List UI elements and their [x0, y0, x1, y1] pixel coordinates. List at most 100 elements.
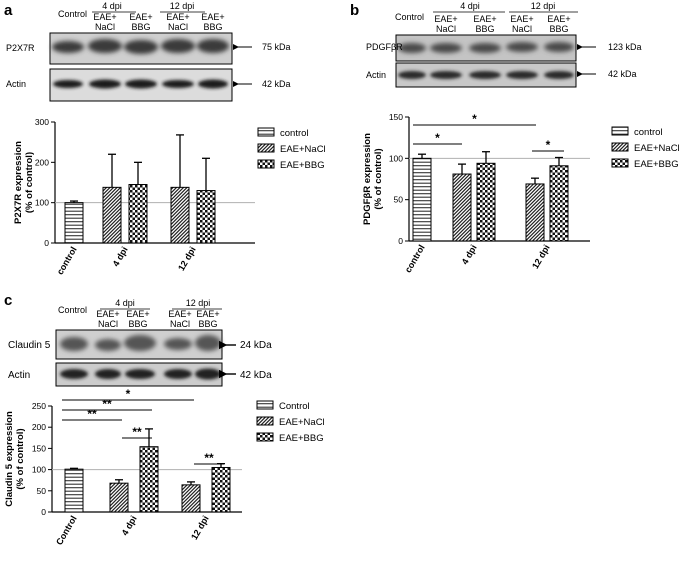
- bar-eae+nacl: [170, 186, 190, 244]
- legend-swatch: [611, 142, 629, 152]
- bar-eae+nacl: [452, 173, 472, 242]
- panel-a: a Control 4 dpi 12 dpi EAE+ NaCl EAE+ BB…: [4, 1, 291, 102]
- legend-swatch: [256, 400, 274, 410]
- group-4dpi-c: 4 dpi: [115, 298, 135, 308]
- legend-swatch: [256, 416, 274, 426]
- lane-4-line1-a: EAE+: [201, 12, 224, 22]
- bar-control: [412, 157, 432, 242]
- x-category-label: Control: [54, 514, 79, 547]
- significance-marker: *: [546, 138, 551, 152]
- y-tick-label: 150: [389, 112, 403, 122]
- blot-label-pdgfbr: PDGFβR: [366, 42, 403, 52]
- kda-actin-c: 42 kDa: [240, 370, 272, 381]
- lane-4-line1-b: EAE+: [547, 14, 570, 24]
- lane-2-line1-a: EAE+: [129, 12, 152, 22]
- x-category-label: 12 dpi: [176, 245, 198, 273]
- y-axis-label: PDGFβR expression: [362, 133, 373, 225]
- lane-3-line2-b: NaCl: [512, 24, 532, 34]
- blot-label-actin-a: Actin: [6, 79, 26, 89]
- kda-p2x7r: 75 kDa: [262, 42, 291, 52]
- group-4dpi-b: 4 dpi: [460, 1, 480, 11]
- x-category-label: 12 dpi: [189, 514, 211, 542]
- bar-eae+bbg: [128, 184, 148, 244]
- group-12dpi-a: 12 dpi: [170, 1, 195, 11]
- lane-control-b: Control: [395, 12, 424, 22]
- lane-3-line2-a: NaCl: [168, 22, 188, 32]
- blot-actin-b: [395, 62, 577, 88]
- bar-eae+bbg: [196, 190, 216, 244]
- y-tick-label: 100: [389, 153, 403, 163]
- lane-1-line1-c: EAE+: [96, 309, 119, 319]
- lane-3-line1-c: EAE+: [168, 309, 191, 319]
- legend-label: EAE+BBG: [279, 433, 324, 444]
- bar-control: [64, 202, 84, 244]
- bar-eae+bbg: [211, 466, 231, 513]
- blot-label-claudin5: Claudin 5: [8, 340, 51, 351]
- legend-label: Control: [279, 401, 310, 412]
- panel-c: c Control 4 dpi 12 dpi EAE+ NaCl EAE+ BB…: [4, 292, 272, 387]
- y-axis-label-unit: (% of control): [24, 152, 35, 213]
- lane-1-line1-a: EAE+: [93, 12, 116, 22]
- y-tick-label: 50: [37, 486, 47, 496]
- panel-b: b Control 4 dpi 12 dpi EAE+ NaCl EAE+ BB…: [350, 1, 642, 88]
- panel-letter-c: c: [4, 292, 12, 309]
- lane-4-line2-a: BBG: [203, 22, 222, 32]
- kda-actin-b: 42 kDa: [608, 69, 637, 79]
- legend-label: EAE+BBG: [280, 160, 325, 171]
- y-tick-label: 50: [394, 195, 404, 205]
- significance-marker: *: [126, 387, 131, 401]
- x-category-label: 4 dpi: [120, 514, 139, 537]
- legend-swatch: [257, 127, 275, 137]
- x-category-label: control: [403, 243, 427, 274]
- lane-1-line2-b: NaCl: [436, 24, 456, 34]
- chart-b: 0 50 100 150 PDGFβR expression (% of control)…: [362, 112, 680, 274]
- y-tick-label: 200: [35, 157, 49, 167]
- panel-letter-b: b: [350, 2, 359, 19]
- x-category-label: 4 dpi: [460, 243, 479, 266]
- significance-marker: **: [87, 407, 97, 421]
- lane-control-a: Control: [58, 9, 87, 19]
- significance-marker: **: [102, 397, 112, 411]
- chart-a: 0 100 200 300 P2X7R expression (% of control)…: [13, 117, 326, 276]
- kda-pdgfbr: 123 kDa: [608, 42, 642, 52]
- y-tick-label: 100: [32, 465, 46, 475]
- bar-eae+nacl: [181, 484, 201, 513]
- lane-2-line2-a: BBG: [131, 22, 150, 32]
- group-4dpi-a: 4 dpi: [102, 1, 122, 11]
- y-tick-label: 100: [35, 198, 49, 208]
- lane-2-line2-c: BBG: [128, 319, 147, 329]
- significance-marker: **: [204, 451, 214, 465]
- legend-label: EAE+NaCl: [634, 143, 680, 154]
- y-axis-label: P2X7R expression: [13, 141, 24, 224]
- blot-pdgfbr: [395, 34, 577, 62]
- panel-letter-a: a: [4, 2, 13, 19]
- y-axis-label-unit: (% of control): [373, 148, 384, 209]
- y-axis-label-unit: (% of control): [15, 428, 26, 489]
- bar-eae+bbg: [549, 165, 569, 242]
- blot-label-actin-c: Actin: [8, 370, 30, 381]
- x-category-label: 4 dpi: [111, 245, 130, 268]
- legend-swatch: [257, 159, 275, 169]
- lane-3-line1-b: EAE+: [510, 14, 533, 24]
- legend-swatch: [611, 126, 629, 136]
- lane-3-line2-c: NaCl: [170, 319, 190, 329]
- y-axis-label: Claudin 5 expression: [4, 411, 15, 507]
- legend-label: control: [634, 127, 663, 138]
- lane-2-line2-b: BBG: [475, 24, 494, 34]
- blot-p2x7r: [49, 32, 233, 65]
- group-12dpi-c: 12 dpi: [186, 298, 211, 308]
- group-12dpi-b: 12 dpi: [531, 1, 556, 11]
- y-tick-label: 0: [398, 236, 403, 246]
- bar-eae+nacl: [525, 183, 545, 242]
- blot-claudin5: [55, 329, 223, 360]
- legend-label: control: [280, 128, 309, 139]
- y-tick-label: 200: [32, 422, 46, 432]
- lane-3-line1-a: EAE+: [166, 12, 189, 22]
- legend-label: EAE+BBG: [634, 159, 679, 170]
- legend-swatch: [256, 432, 274, 442]
- blot-actin-a: [49, 68, 233, 102]
- lane-2-line1-c: EAE+: [126, 309, 149, 319]
- lane-1-line2-a: NaCl: [95, 22, 115, 32]
- bar-eae+bbg: [476, 162, 496, 242]
